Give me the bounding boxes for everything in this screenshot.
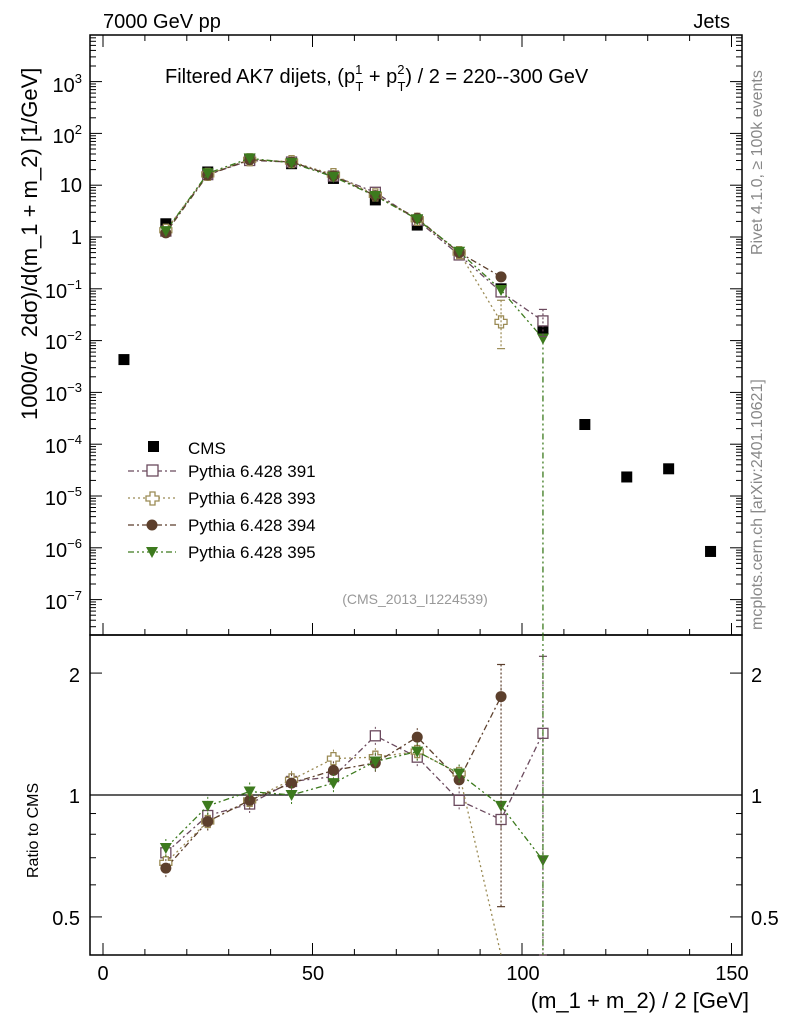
ratio-point-1-5 bbox=[369, 730, 382, 742]
ratio-point-3-7 bbox=[453, 774, 465, 786]
ytick-1000: 103 bbox=[53, 71, 82, 97]
legend-marker-391 bbox=[146, 464, 159, 477]
ytick-10: 10 bbox=[60, 175, 82, 197]
data-point-4-2 bbox=[243, 153, 256, 165]
axes-ticks bbox=[90, 35, 742, 955]
ratio-point-3-4 bbox=[327, 764, 339, 776]
series-1 bbox=[160, 154, 549, 327]
ratio-point-4-4 bbox=[327, 778, 340, 790]
data-point-0-11 bbox=[579, 419, 591, 431]
legend-marker-393 bbox=[145, 491, 160, 506]
legend-label-391: Pythia 6.428 391 bbox=[188, 462, 316, 481]
data-point-4-3 bbox=[285, 157, 298, 169]
xtick-0: 0 bbox=[97, 963, 108, 985]
ratio-layer bbox=[159, 635, 549, 956]
rtick-1-left: 1 bbox=[69, 786, 80, 808]
data-point-4-0 bbox=[159, 226, 172, 238]
legend-entry-394: Pythia 6.428 394 bbox=[128, 516, 316, 535]
ytick-1e-3: 10−3 bbox=[45, 380, 82, 406]
data-point-0-14 bbox=[705, 545, 717, 557]
main-y-tick-labels: 103 102 10 1 10−1 10−2 10−3 10−4 10−5 10… bbox=[45, 71, 82, 614]
header-right: Jets bbox=[693, 11, 730, 33]
legend-marker-cms bbox=[148, 441, 159, 452]
legend-marker-394 bbox=[146, 519, 158, 531]
ratio-point-4-0 bbox=[159, 842, 172, 854]
legend-entry-395: Pythia 6.428 395 bbox=[128, 543, 316, 562]
ratio-point-2-4 bbox=[326, 751, 341, 766]
ratio-point-4-2 bbox=[243, 786, 256, 798]
rtick-0.5-right: 0.5 bbox=[751, 908, 779, 930]
data-point-4-6 bbox=[411, 214, 424, 226]
series-line-1 bbox=[165, 159, 544, 322]
data-point-4-4 bbox=[327, 171, 340, 183]
rtick-2-left: 2 bbox=[69, 665, 80, 687]
mcplots-label: mcplots.cern.ch [arXiv:2401.10621] bbox=[749, 379, 766, 630]
legend-label-393: Pythia 6.428 393 bbox=[188, 489, 316, 508]
ratio-point-4-6 bbox=[411, 746, 424, 758]
ytick-0.1: 10−1 bbox=[45, 277, 82, 303]
header-left: 7000 GeV pp bbox=[103, 11, 221, 33]
x-axis-label: (m_1 + m_2) / 2 [GeV] bbox=[531, 988, 749, 1013]
ratio-line-2 bbox=[165, 750, 502, 956]
ratio-series-4 bbox=[159, 742, 549, 870]
ytick-1e-6: 10−6 bbox=[45, 536, 82, 562]
legend-entry-393: Pythia 6.428 393 bbox=[128, 489, 316, 508]
xtick-50: 50 bbox=[302, 963, 324, 985]
xtick-100: 100 bbox=[506, 963, 539, 985]
ratio-point-4-1 bbox=[201, 800, 214, 812]
series-4 bbox=[159, 153, 549, 635]
ratio-point-4-3 bbox=[285, 790, 298, 801]
ratio-y-tick-labels: 2 1 0.5 2 1 0.5 bbox=[52, 665, 779, 930]
data-point-4-8 bbox=[495, 284, 508, 296]
ratio-point-3-1 bbox=[202, 816, 214, 828]
legend-label-395: Pythia 6.428 395 bbox=[188, 543, 316, 562]
data-point-0-12 bbox=[621, 471, 633, 483]
data-point-4-5 bbox=[369, 190, 382, 202]
ratio-point-1-8 bbox=[495, 813, 507, 826]
data-point-0-10 bbox=[537, 323, 549, 335]
ytick-1e-5: 10−5 bbox=[45, 484, 82, 510]
ratio-series-1 bbox=[160, 724, 549, 862]
data-point-4-7 bbox=[453, 246, 466, 258]
ytick-1: 1 bbox=[71, 227, 82, 249]
series-line-2 bbox=[165, 159, 502, 323]
ratio-line-1 bbox=[165, 733, 544, 854]
ratio-point-4-5 bbox=[369, 756, 382, 768]
data-point-4-1 bbox=[201, 168, 214, 180]
data-point-0-0 bbox=[118, 354, 130, 366]
analysis-tag: (CMS_2013_I1224539) bbox=[342, 591, 488, 607]
ytick-1e-4: 10−4 bbox=[45, 432, 82, 458]
x-tick-labels: 0 50 100 150 bbox=[97, 963, 748, 985]
data-point-0-13 bbox=[663, 463, 675, 475]
ratio-point-3-6 bbox=[411, 731, 423, 743]
xtick-150: 150 bbox=[715, 963, 748, 985]
ytick-0.01: 10−2 bbox=[45, 328, 82, 354]
legend-entry-391: Pythia 6.428 391 bbox=[128, 462, 316, 481]
legend-label-394: Pythia 6.428 394 bbox=[188, 516, 316, 535]
plot-title: Filtered AK7 dijets, (p1 T + p2 T) / 2 = 2… bbox=[165, 62, 589, 94]
legend: CMS Pythia 6.428 391 Pythia 6.428 393 Py… bbox=[128, 439, 316, 562]
ytick-1e-7: 10−7 bbox=[45, 588, 82, 614]
ratio-y-axis-label: Ratio to CMS bbox=[25, 783, 42, 878]
series-line-3 bbox=[165, 159, 502, 278]
legend-entry-cms: CMS bbox=[148, 439, 226, 458]
data-point-3-8 bbox=[495, 271, 507, 283]
rtick-2-right: 2 bbox=[751, 665, 762, 687]
ratio-point-1-7 bbox=[453, 794, 465, 807]
main-y-axis-label: 1000/σ2dσ)/d(m_1 + m_2) [1/GeV] bbox=[17, 68, 42, 420]
data-point-1-9 bbox=[537, 315, 549, 327]
ytick-100: 102 bbox=[53, 122, 82, 148]
legend-label-cms: CMS bbox=[188, 439, 226, 458]
data-layer bbox=[118, 153, 717, 956]
ratio-point-3-0 bbox=[160, 862, 172, 874]
rtick-0.5-left: 0.5 bbox=[52, 908, 80, 930]
rtick-1-right: 1 bbox=[751, 786, 762, 808]
ratio-line-4 bbox=[165, 750, 544, 861]
ratio-point-3-3 bbox=[286, 777, 298, 789]
ratio-point-4-7 bbox=[453, 768, 466, 780]
rivet-version-label: Rivet 4.1.0, ≥ 100k events bbox=[749, 70, 766, 255]
legend-marker-395 bbox=[146, 547, 158, 558]
